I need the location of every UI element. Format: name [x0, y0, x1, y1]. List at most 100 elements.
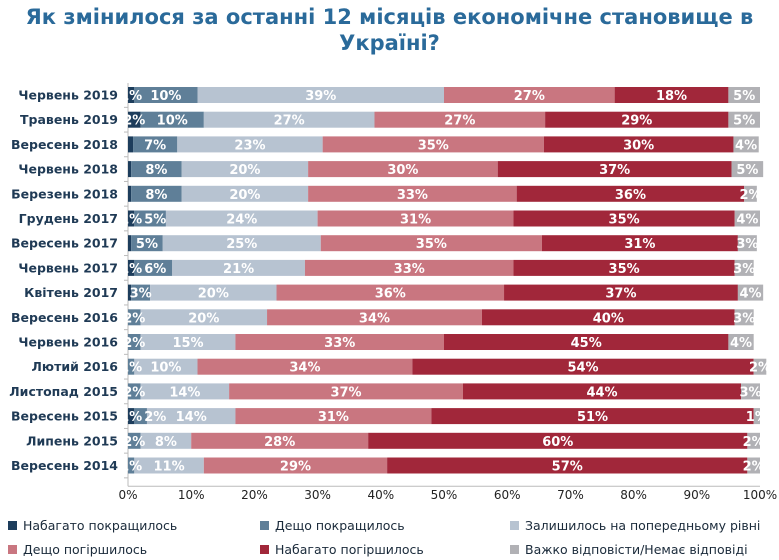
bar-segment: [368, 432, 748, 449]
bar-segment: [747, 457, 760, 474]
data-label: 2%: [123, 114, 145, 129]
data-label: 35%: [418, 138, 449, 153]
data-label: 5%: [733, 114, 755, 129]
data-label: 4%: [736, 213, 758, 228]
data-label: 60%: [542, 435, 573, 450]
bar-segment: [140, 334, 236, 350]
bar-segment: [734, 210, 760, 227]
bar-segment: [444, 87, 615, 103]
bar-segment: [744, 185, 757, 202]
data-label: 14%: [169, 385, 200, 400]
bar-segment: [162, 235, 321, 252]
data-label: 7%: [144, 138, 166, 153]
category-label: Вересень 2017: [11, 236, 118, 251]
legend-label: Дещо покращилось: [275, 518, 405, 533]
bar-segment: [412, 358, 754, 375]
legend-swatch: [8, 521, 17, 530]
bar-segment: [387, 457, 748, 474]
category-label: Червень 2019: [18, 88, 118, 103]
x-tick-label: 10%: [178, 488, 205, 502]
bar-segment: [276, 284, 505, 301]
data-label: 39%: [305, 89, 336, 104]
data-label: 31%: [624, 237, 655, 252]
data-label: 28%: [264, 435, 295, 450]
bar-segment: [728, 87, 760, 103]
legend-label: Важко відповісти/Немає відповіді: [525, 542, 748, 557]
data-label: 37%: [605, 287, 636, 302]
bar-segment: [431, 408, 754, 425]
bar-segment: [140, 432, 192, 449]
legend-label: Набагато покращилось: [23, 518, 178, 533]
data-label: 4%: [735, 138, 757, 153]
bar-segment: [128, 161, 132, 178]
data-label: 2%: [123, 385, 145, 400]
category-label: Вересень 2018: [11, 137, 118, 152]
data-label: 15%: [172, 336, 203, 351]
bar-segment: [753, 358, 767, 375]
bar-segment: [614, 87, 729, 103]
bar-segment: [128, 111, 141, 128]
bar-segment: [128, 432, 141, 449]
bar-segment: [197, 87, 444, 103]
category-label: Червень 2017: [18, 260, 118, 275]
category-label: Вересень 2015: [11, 409, 118, 424]
legend-item: Набагато погіршилось: [260, 542, 424, 557]
bar-segment: [753, 408, 760, 425]
bar-segment: [737, 284, 764, 301]
data-label: 2%: [144, 410, 166, 425]
bar-segment: [133, 136, 178, 153]
category-label: Березень 2018: [11, 186, 118, 201]
bar-segment: [128, 185, 132, 202]
bar-segment: [128, 259, 135, 276]
bar-segment: [308, 161, 498, 178]
x-tick-label: 90%: [683, 488, 710, 502]
legend-swatch: [510, 545, 519, 554]
category-label: Червень 2016: [18, 335, 118, 350]
data-label: 18%: [656, 89, 687, 104]
bar-segment: [134, 358, 198, 375]
bar-segment: [140, 111, 204, 128]
data-label: 5%: [144, 213, 166, 228]
bar-segment: [191, 432, 369, 449]
bar-segment: [131, 235, 163, 252]
data-label: 27%: [274, 114, 305, 129]
category-label: Грудень 2017: [19, 211, 118, 226]
bar-segment: [504, 284, 738, 301]
data-label: 2%: [743, 460, 765, 475]
data-label: 33%: [394, 262, 425, 277]
bar-segment: [731, 161, 764, 178]
data-label: 3%: [736, 237, 758, 252]
data-label: 25%: [226, 237, 257, 252]
data-label: 30%: [623, 138, 654, 153]
data-label: 45%: [571, 336, 602, 351]
bar-segment: [737, 235, 757, 252]
bar-segment: [545, 111, 729, 128]
bar-segment: [374, 111, 546, 128]
x-tick-label: 20%: [241, 488, 268, 502]
category-label: Лютий 2016: [32, 359, 119, 374]
legend-swatch: [510, 521, 519, 530]
data-label: 33%: [324, 336, 355, 351]
bar-segment: [128, 309, 141, 326]
data-label: 10%: [150, 361, 181, 376]
data-label: 3%: [130, 287, 152, 302]
data-label: 1%: [120, 410, 142, 425]
bar-segment: [134, 408, 147, 425]
bar-segment: [497, 161, 732, 178]
data-label: 23%: [234, 138, 265, 153]
data-label: 27%: [514, 89, 545, 104]
legend-item: Залишилось на попередньому рівні: [510, 518, 760, 533]
bar-segment: [320, 235, 542, 252]
legend-item: Дещо погіршилось: [8, 542, 147, 557]
data-label: 8%: [145, 163, 167, 178]
bar-segment: [513, 210, 735, 227]
bar-segment: [747, 432, 760, 449]
data-label: 2%: [743, 435, 765, 450]
data-label: 31%: [318, 410, 349, 425]
data-label: 11%: [154, 460, 185, 475]
data-label: 35%: [609, 213, 640, 228]
data-label: 1%: [120, 460, 142, 475]
data-label: 31%: [400, 213, 431, 228]
x-tick-label: 80%: [620, 488, 647, 502]
bar-segment: [128, 87, 135, 103]
